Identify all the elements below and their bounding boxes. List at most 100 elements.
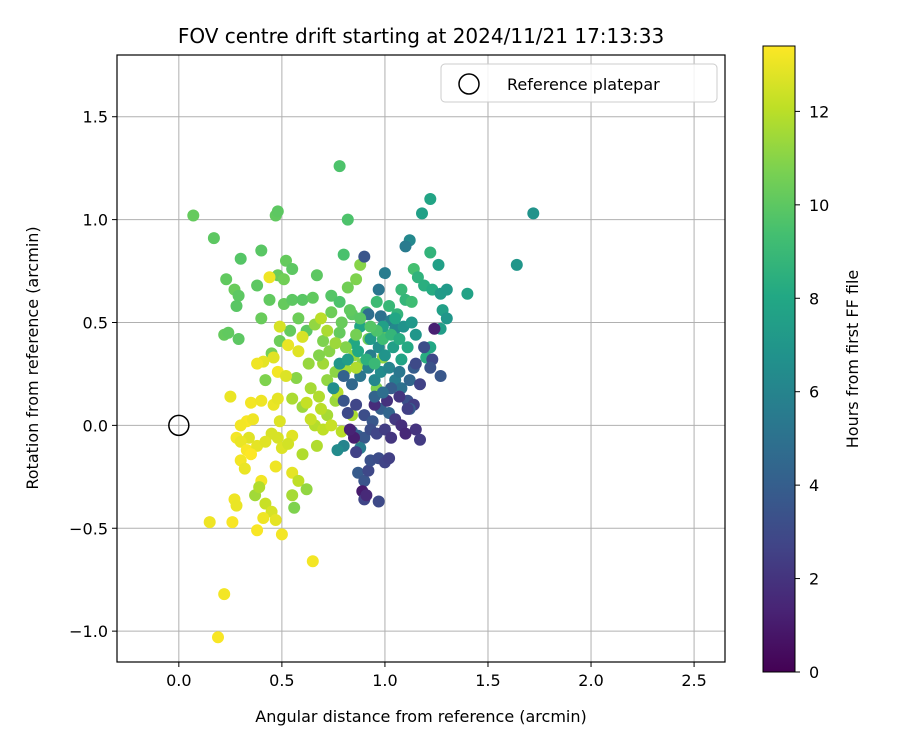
scatter-point [364,333,377,345]
scatter-point [434,370,447,382]
scatter-point [405,316,418,329]
scatter-points [187,160,540,644]
scatter-point [389,312,402,325]
scatter-point [247,413,259,426]
scatter-point [325,419,338,432]
scatter-point [350,446,363,459]
scatter-point [280,254,292,267]
y-tick-label: 0.5 [83,313,108,332]
scatter-point [414,433,426,446]
scatter-point [255,394,268,407]
scatter-point [286,263,299,275]
scatter-point [325,306,338,319]
scatter-point [411,271,424,284]
scatter-point [414,378,426,391]
scatter-point [335,316,348,329]
scatter-point [222,326,235,339]
scatter-point [317,335,330,347]
y-gridlines [117,116,725,632]
scatter-point [315,402,327,415]
scatter-point [296,448,309,461]
y-tick-label: 0.0 [83,416,108,435]
scatter-point [259,497,272,510]
scatter-point [399,240,412,253]
scatter-point [300,396,313,409]
scatter-point [405,295,418,308]
scatter-point [383,452,396,465]
scatter-point [343,304,356,317]
x-tick-label: 0.5 [269,671,294,690]
scatter-point [383,300,396,312]
scatter-point [269,460,282,473]
scatter-point [296,330,309,343]
scatter-point [251,524,264,537]
scatter-point [358,409,371,422]
scatter-point [352,345,365,358]
scatter-point [393,390,406,403]
colorbar: 0 2 4 6 8 10 12 Hours from first FF file [762,45,862,682]
scatter-point [271,205,284,218]
scatter-point [350,328,363,341]
scatter-point [461,287,474,300]
scatter-point [327,382,340,395]
scatter-point [372,283,385,296]
scatter-point [232,333,245,345]
scatter-point [527,207,540,220]
scatter-point [306,555,319,568]
scatter-point [510,258,523,271]
scatter-point [245,396,257,409]
scatter-point [218,588,231,601]
scatter-point [409,328,422,341]
scatter-point [409,423,422,436]
scatter-point [333,160,346,173]
scatter-point [234,419,247,432]
chart-title: FOV centre drift starting at 2024/11/21 … [178,24,664,48]
scatter-point [212,631,224,644]
y-axis-label: Rotation from reference (arcmin) [23,226,42,489]
scatter-point [399,427,412,440]
scatter-point [424,246,437,259]
scatter-point [255,244,268,257]
scatter-point [368,398,381,411]
scatter-point [203,516,216,529]
scatter-point [292,312,305,325]
scatter-point [440,312,453,325]
scatter-point [331,444,344,457]
scatter-point [315,312,327,325]
colorbar-tick-label: 8 [809,289,819,308]
scatter-point [393,333,406,345]
scatter-point [416,207,428,220]
scatter-point [224,390,237,403]
scatter-point [271,392,284,405]
scatter-point [341,213,354,226]
scatter-point [333,295,346,308]
scatter-point [280,370,292,382]
scatter-point [370,295,383,308]
scatter-point [337,394,350,407]
scatter-point [292,345,305,358]
scatter-point [341,353,354,366]
scatter-point [323,345,336,358]
scatter-point [409,357,422,370]
legend-box [440,63,718,103]
scatter-point [372,495,385,508]
scatter-point [321,374,334,387]
scatter-point [313,349,325,362]
scatter-point [424,193,437,205]
scatter-point [374,310,387,323]
scatter-point [296,293,309,306]
x-tick-label: 1.0 [372,671,397,690]
scatter-point [341,281,354,294]
scatter-point [304,382,317,395]
scatter-point [282,437,295,450]
scatter-point [292,474,305,487]
scatter-point [376,386,389,399]
scatter-point [267,351,280,364]
scatter-point [269,514,282,526]
scatter-point [230,300,243,312]
scatter-point [428,322,441,335]
scatter-point [346,378,358,391]
scatter-point [304,413,317,426]
scatter-point [220,273,233,286]
